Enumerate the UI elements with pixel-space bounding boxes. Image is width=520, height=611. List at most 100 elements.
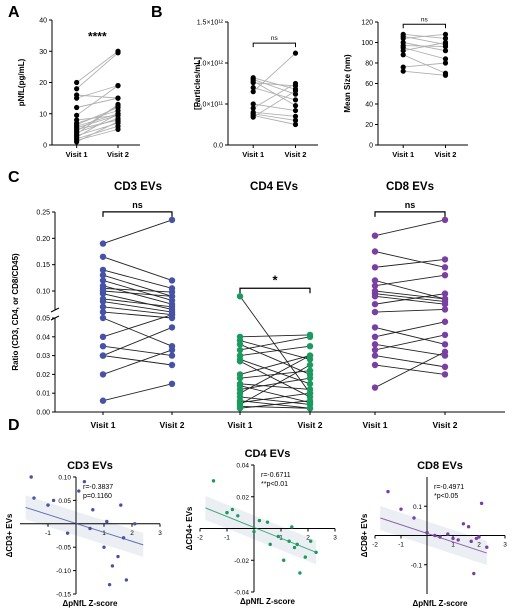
x-tick-label: 1 bbox=[451, 542, 455, 549]
data-point bbox=[250, 114, 256, 120]
pair-line bbox=[76, 94, 119, 99]
x-tick-label: 2 bbox=[130, 530, 134, 537]
y-tick-label: 0.01 bbox=[36, 391, 50, 398]
data-point bbox=[91, 508, 95, 512]
data-point bbox=[469, 539, 473, 544]
data-point bbox=[65, 531, 70, 535]
data-point bbox=[46, 503, 50, 507]
data-point bbox=[99, 277, 107, 284]
pair-line bbox=[239, 392, 311, 404]
pair-line bbox=[76, 110, 119, 124]
data-point bbox=[236, 293, 244, 300]
pair-line bbox=[102, 298, 173, 308]
pair-line bbox=[239, 385, 311, 404]
data-point bbox=[306, 390, 314, 397]
data-point bbox=[236, 358, 244, 365]
data-point bbox=[371, 352, 379, 359]
significance-label: **** bbox=[88, 29, 107, 43]
x-tick-label: 2 bbox=[477, 542, 481, 549]
data-point bbox=[99, 303, 107, 310]
data-point bbox=[168, 216, 176, 224]
y-tick-label: 120 bbox=[361, 20, 373, 27]
y-tick-label: 0.04 bbox=[236, 463, 249, 470]
y-tick-label: 80 bbox=[365, 61, 373, 68]
y-tick-label: 1.0×10¹² bbox=[197, 61, 224, 68]
data-point bbox=[441, 348, 449, 356]
data-point bbox=[99, 308, 107, 316]
data-point bbox=[168, 352, 176, 359]
data-point bbox=[400, 48, 406, 54]
panel-letter-a: A bbox=[8, 4, 20, 21]
pair-line bbox=[239, 345, 311, 357]
data-point bbox=[252, 529, 256, 534]
pair-line bbox=[76, 125, 119, 140]
pair-line bbox=[102, 326, 173, 357]
data-point bbox=[371, 300, 379, 308]
data-point bbox=[371, 308, 379, 316]
data-point bbox=[124, 578, 129, 582]
y-tick-label: -0.15 bbox=[56, 592, 71, 599]
x-tick-label: Visit 2 bbox=[160, 420, 185, 430]
group-title: CD8 EVs bbox=[386, 181, 434, 193]
data-point bbox=[306, 397, 314, 404]
pair-line bbox=[374, 219, 446, 237]
data-point bbox=[466, 525, 471, 529]
pair-line bbox=[239, 355, 311, 375]
pair-line bbox=[102, 317, 173, 347]
pair-line bbox=[102, 349, 173, 375]
data-point bbox=[442, 72, 449, 78]
x-axis-label: ΔpNfL Z-score bbox=[63, 599, 118, 608]
group-title: CD3 EVs bbox=[114, 181, 162, 193]
significance-bracket bbox=[402, 23, 446, 29]
x-tick-label: Visit 1 bbox=[392, 150, 414, 159]
pair-line bbox=[374, 355, 446, 368]
y-tick-label: 0.15 bbox=[36, 262, 50, 269]
plot-title: CD4 EVs bbox=[245, 448, 291, 460]
data-point bbox=[99, 272, 107, 279]
significance-bracket bbox=[102, 211, 173, 217]
data-point bbox=[306, 405, 314, 412]
data-point bbox=[451, 536, 455, 541]
data-point bbox=[441, 264, 449, 271]
pair-line bbox=[239, 364, 311, 405]
pair-line bbox=[374, 295, 446, 305]
data-point bbox=[456, 538, 460, 542]
data-point bbox=[400, 68, 406, 74]
chart-b1: 0.0 5.0×10¹¹ 1.0×10¹² 1.5×10¹² Visit 1 Visit … bbox=[193, 20, 318, 159]
data-point bbox=[107, 582, 112, 587]
pair-line bbox=[374, 274, 446, 287]
data-point bbox=[298, 571, 302, 575]
y-tick-label: 0.1 bbox=[413, 504, 422, 511]
y-tick-label: 0.20 bbox=[36, 236, 50, 243]
data-point bbox=[441, 300, 449, 308]
data-point bbox=[77, 489, 81, 493]
data-point bbox=[442, 35, 449, 42]
x-tick-label: 3 bbox=[333, 535, 337, 542]
y-tick-label: 0.05 bbox=[36, 316, 50, 323]
y-tick-label: -0.05 bbox=[56, 545, 71, 552]
y-tick-label: 0.03 bbox=[36, 353, 50, 360]
data-point bbox=[250, 85, 256, 91]
significance-bracket bbox=[239, 287, 311, 294]
data-point bbox=[412, 516, 416, 520]
x-tick-label: Visit 2 bbox=[107, 150, 129, 159]
data-point bbox=[446, 532, 450, 536]
x-axis-label: ΔpNfL Z-score bbox=[240, 597, 295, 606]
data-point bbox=[115, 126, 121, 132]
pair-line bbox=[374, 351, 446, 388]
y-tick-label: 40 bbox=[39, 18, 47, 25]
x-tick-label: Visit 1 bbox=[66, 150, 88, 159]
data-point bbox=[99, 397, 107, 404]
data-point bbox=[474, 536, 479, 541]
data-point bbox=[99, 333, 107, 340]
y-tick-label: 0.00 bbox=[36, 410, 50, 417]
chart-d1: CD3 EVs -1 1 2 3 0.10 0.05 -0.05 -0.10 -0.15 r=-0.… bbox=[5, 460, 162, 608]
plot-title: CD3 EVs bbox=[67, 460, 113, 472]
y-tick-label: -0.02 bbox=[234, 558, 249, 565]
data-point bbox=[400, 64, 406, 70]
data-point bbox=[306, 374, 314, 382]
pair-line bbox=[102, 311, 173, 319]
data-point bbox=[88, 526, 92, 531]
pair-line bbox=[102, 293, 173, 310]
